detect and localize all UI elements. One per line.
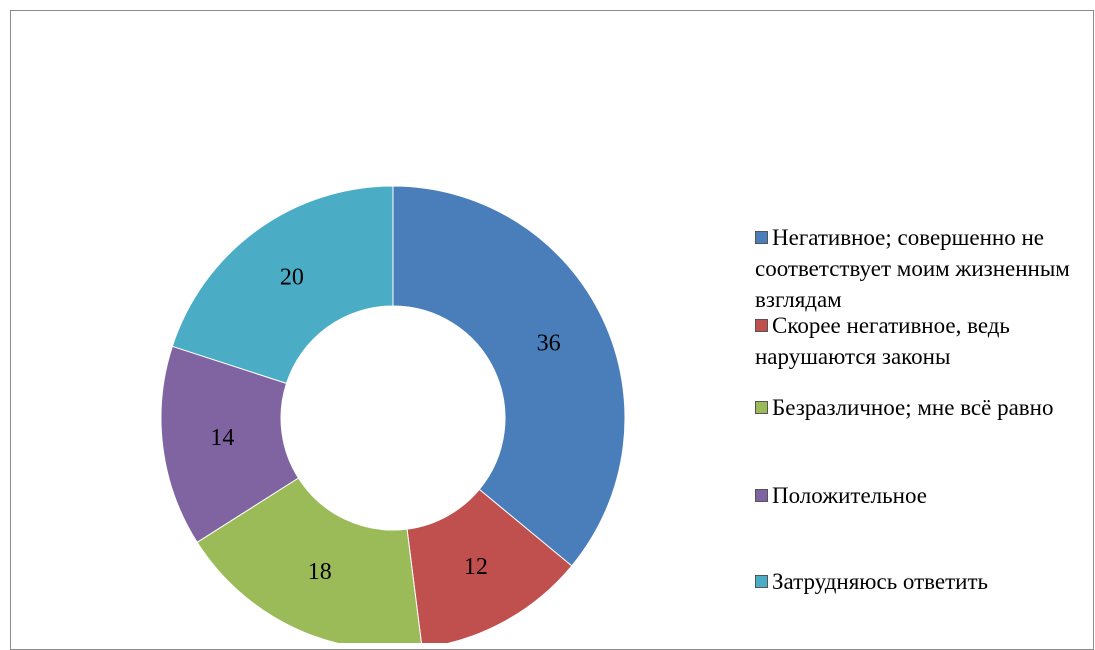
slice <box>406 488 573 643</box>
legend-label: Затрудняюсь ответить <box>772 569 989 594</box>
legend-swatch <box>755 231 768 244</box>
data-label: 20 <box>280 264 304 290</box>
legend-label: Скорее негативное, ведь нарушаются закон… <box>755 313 1010 369</box>
legend-entry: Скорее негативное, ведь нарушаются закон… <box>755 310 1085 372</box>
slice <box>171 185 394 385</box>
legend-swatch <box>755 319 768 332</box>
legend-label: Безразличное; мне всё равно <box>772 395 1054 420</box>
data-label: 18 <box>308 559 332 585</box>
data-label: 36 <box>537 330 561 356</box>
legend-label: Положительное <box>772 483 927 508</box>
slice <box>392 185 626 567</box>
data-label: 14 <box>210 425 234 451</box>
legend-swatch <box>755 489 768 502</box>
slice <box>196 477 422 643</box>
legend-entry: Безразличное; мне всё равно <box>755 392 1085 423</box>
data-label: 12 <box>464 554 488 580</box>
legend-swatch <box>755 401 768 414</box>
legend-entry: Затрудняюсь ответить <box>755 566 1085 597</box>
legend-label: Негативное; совершенно не соответствует … <box>755 225 1070 312</box>
legend-entry: Положительное <box>755 480 1085 511</box>
legend-swatch <box>755 575 768 588</box>
slice <box>160 345 300 544</box>
legend-entry: Негативное; совершенно не соответствует … <box>755 222 1085 315</box>
